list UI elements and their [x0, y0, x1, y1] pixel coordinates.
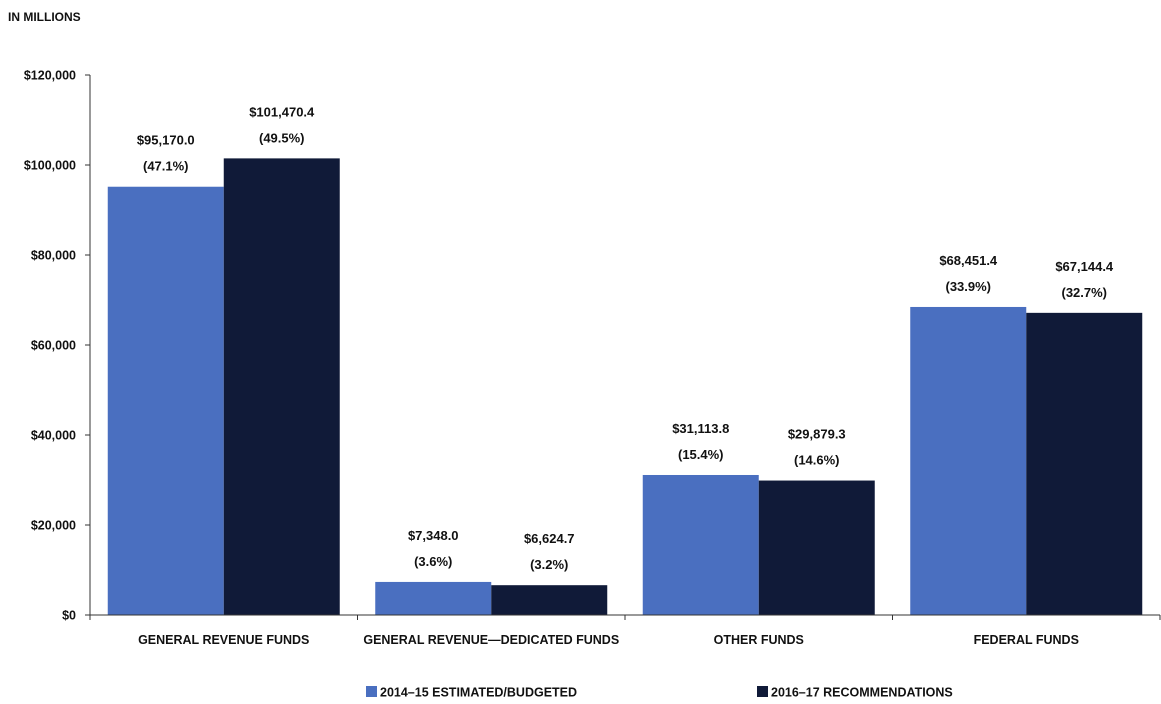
bar-value-label: $29,879.3 [788, 427, 846, 442]
bar-percent-label: (33.9%) [945, 279, 991, 294]
category-label: OTHER FUNDS [714, 633, 804, 647]
bar [758, 480, 875, 615]
bar-percent-label: (3.6%) [414, 554, 452, 569]
bar-value-label: $67,144.4 [1055, 259, 1114, 274]
bars-group [107, 158, 1143, 616]
bar-value-label: $31,113.8 [672, 421, 729, 436]
legend-label: 2016–17 RECOMMENDATIONS [771, 686, 953, 700]
bar [910, 306, 1027, 615]
y-tick-label: $20,000 [31, 519, 76, 533]
bar-percent-label: (32.7%) [1061, 285, 1107, 300]
legend-swatch [366, 686, 377, 697]
y-tick-label: $80,000 [31, 249, 76, 263]
bar-percent-label: (15.4%) [678, 447, 724, 462]
bar-value-label: $7,348.0 [408, 528, 459, 543]
y-tick-label: $100,000 [24, 159, 76, 173]
y-tick-label: $0 [62, 609, 76, 623]
data-labels-group: $95,170.0 (47.1%) $101,470.4 (49.5%) $7,348.… [137, 104, 1114, 572]
bar-value-label: $101,470.4 [249, 104, 315, 119]
y-axis: $0 $20,000 $40,000 $60,000 $80,000 $100,000 $1… [24, 69, 91, 623]
y-tick-label: $40,000 [31, 429, 76, 443]
bar-value-label: $6,624.7 [524, 531, 575, 546]
category-label: GENERAL REVENUE—DEDICATED FUNDS [363, 633, 619, 647]
bar [491, 585, 608, 615]
bar-percent-label: (47.1%) [143, 159, 189, 174]
bar [107, 186, 224, 616]
bar [1026, 312, 1143, 615]
y-axis-unit-label: IN MILLIONS [8, 10, 81, 24]
legend-label: 2014–15 ESTIMATED/BUDGETED [380, 686, 577, 700]
category-label: GENERAL REVENUE FUNDS [138, 633, 309, 647]
bar [642, 474, 759, 615]
bar-percent-label: (3.2%) [530, 557, 568, 572]
bar-value-label: $68,451.4 [939, 253, 998, 268]
bar [375, 581, 492, 615]
bar-percent-label: (14.6%) [794, 453, 840, 468]
y-tick-label: $60,000 [31, 339, 76, 353]
category-label: FEDERAL FUNDS [974, 633, 1079, 647]
y-tick-label: $120,000 [24, 69, 76, 83]
bar-percent-label: (49.5%) [259, 130, 305, 145]
bar [223, 158, 340, 616]
x-axis: GENERAL REVENUE FUNDS GENERAL REVENUE—DED… [89, 614, 1161, 647]
bar-value-label: $95,170.0 [137, 133, 195, 148]
legend-swatch [757, 686, 768, 697]
legend: 2014–15 ESTIMATED/BUDGETED 2016–17 RECOMM… [366, 686, 953, 700]
